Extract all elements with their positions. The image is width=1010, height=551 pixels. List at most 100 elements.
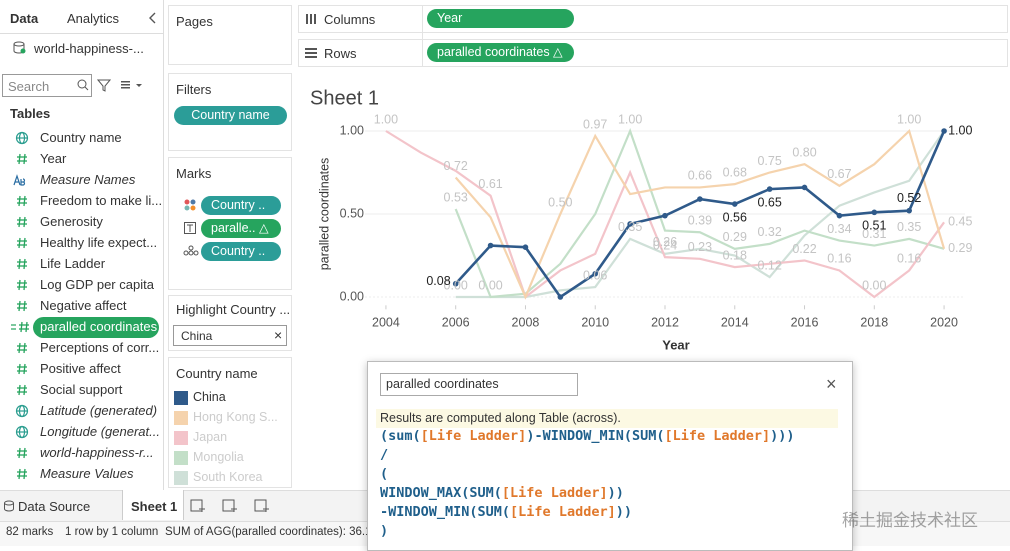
tables-header: Tables: [10, 106, 51, 121]
datasource-name[interactable]: world-happiness-...: [34, 41, 144, 56]
field[interactable]: Positive affect: [40, 361, 121, 376]
code-line: /: [380, 447, 388, 463]
card-title: Highlight Country ...: [176, 302, 291, 317]
code-token: )): [607, 485, 624, 501]
field[interactable]: Social support: [40, 382, 123, 397]
point: [731, 201, 738, 207]
field[interactable]: Measure Values: [40, 466, 134, 481]
data-label: 0.34: [827, 222, 851, 236]
note-band: [376, 409, 838, 428]
new-sheet-icon: [222, 499, 237, 512]
x-axis-label: Year: [662, 337, 689, 352]
tab[interactable]: Data: [10, 11, 39, 26]
field[interactable]: Latitude (generated): [40, 403, 158, 418]
status-text: SUM of AGG(paralled coordinates): 36.16: [165, 526, 378, 538]
field[interactable]: paralled coordinates: [40, 319, 158, 334]
x-tick-label: 2016: [791, 315, 819, 329]
measure-icon: [17, 195, 27, 207]
legend-swatch: [174, 471, 188, 485]
mark-pill[interactable]: Country ..: [201, 196, 281, 215]
divider: [422, 5, 423, 67]
highlight-value: China: [181, 329, 213, 343]
field[interactable]: Country name: [40, 130, 122, 145]
data-label: 0.29: [723, 230, 747, 244]
data-label: 0.72: [444, 159, 468, 173]
sheet-tab[interactable]: Sheet 1: [131, 499, 178, 514]
row-pill[interactable]: paralled coordinates △: [427, 43, 574, 62]
legend-entry[interactable]: South Korea: [193, 470, 263, 484]
field[interactable]: world-happiness-r...: [40, 445, 154, 460]
active-tab[interactable]: [122, 490, 184, 520]
data-label: 0.68: [723, 165, 747, 179]
legend-entry[interactable]: Mongolia: [193, 450, 244, 464]
close-icon[interactable]: ×: [826, 374, 837, 394]
highlight-input[interactable]: [173, 325, 287, 346]
y-tick-label: 0.00: [340, 289, 364, 303]
point: [697, 196, 703, 202]
x-tick-label: 2004: [372, 315, 400, 329]
point: [627, 221, 633, 227]
field[interactable]: Year: [40, 151, 67, 166]
sheet-title: Sheet 1: [310, 87, 379, 109]
measure-icon: [17, 258, 27, 270]
data-label: 0.29: [948, 241, 972, 255]
data-label: 0.66: [688, 169, 712, 183]
clear-icon[interactable]: ×: [274, 327, 283, 343]
data-label: 0.61: [478, 177, 502, 191]
field[interactable]: Negative affect: [40, 298, 127, 313]
column-pill[interactable]: Year: [427, 9, 574, 28]
field[interactable]: Generosity: [40, 214, 103, 229]
measure-icon: [17, 447, 27, 459]
filter-icon: [97, 79, 111, 92]
mark-pill[interactable]: Country ..: [201, 242, 281, 261]
tab[interactable]: Analytics: [67, 11, 120, 26]
data-label: 0.35: [618, 220, 642, 234]
point: [487, 242, 494, 249]
code-token: (: [380, 466, 389, 482]
search-box[interactable]: [2, 74, 92, 97]
columns-icon: [306, 14, 316, 24]
sheet-tab[interactable]: Data Source: [18, 499, 91, 514]
data-label: 0.32: [757, 225, 781, 239]
view-icon: [121, 81, 142, 89]
mark-icon: [184, 222, 196, 234]
field[interactable]: Log GDP per capita: [40, 277, 154, 292]
card-title: Pages: [176, 14, 213, 29]
code-token: (sum(: [380, 428, 421, 444]
data-label: 0.80: [792, 145, 816, 159]
code-line: WINDOW_MAX(SUM([Life Ladder])): [380, 485, 624, 501]
calc-name-input[interactable]: [380, 373, 578, 396]
legend-title: Country name: [176, 366, 258, 381]
field[interactable]: Perceptions of corr...: [40, 340, 160, 355]
field[interactable]: Longitude (generat...: [40, 424, 160, 439]
data-label: 0.26: [653, 235, 677, 249]
legend-entry[interactable]: China: [193, 390, 226, 404]
pages-card: [168, 5, 292, 65]
legend-entry[interactable]: Hong Kong S...: [193, 410, 278, 424]
legend-entry[interactable]: Japan: [193, 430, 228, 444]
x-tick-label: 2010: [581, 315, 609, 329]
data-label: 1.00: [374, 112, 398, 126]
point: [836, 212, 843, 219]
filter-pill[interactable]: Country name: [174, 106, 287, 125]
columns-shelf: [298, 5, 1008, 33]
mark-pill[interactable]: paralle.. △: [201, 219, 281, 238]
field[interactable]: Life Ladder: [40, 256, 106, 271]
watermark: 稀土掘金技术社区: [842, 511, 978, 530]
shelf-title: Columns: [324, 12, 376, 27]
calc-name: paralled coordinates: [386, 377, 499, 391]
field[interactable]: Measure Names: [40, 172, 136, 187]
field[interactable]: Freedom to make li...: [40, 193, 163, 208]
series-line: [385, 130, 945, 299]
data-label: 0.65: [757, 195, 781, 209]
status-text: 1 row by 1 column: [65, 526, 159, 538]
data-label: 0.97: [583, 117, 607, 131]
legend-swatch: [174, 431, 188, 445]
field[interactable]: Healthy life expect...: [40, 235, 158, 250]
point: [766, 186, 773, 192]
legend-swatch: [174, 391, 188, 405]
data-label: 0.24: [653, 238, 677, 252]
y-tick-label: 1.00: [340, 123, 364, 137]
collapse-icon: [149, 12, 156, 24]
new-sheet-icon: [254, 499, 269, 512]
